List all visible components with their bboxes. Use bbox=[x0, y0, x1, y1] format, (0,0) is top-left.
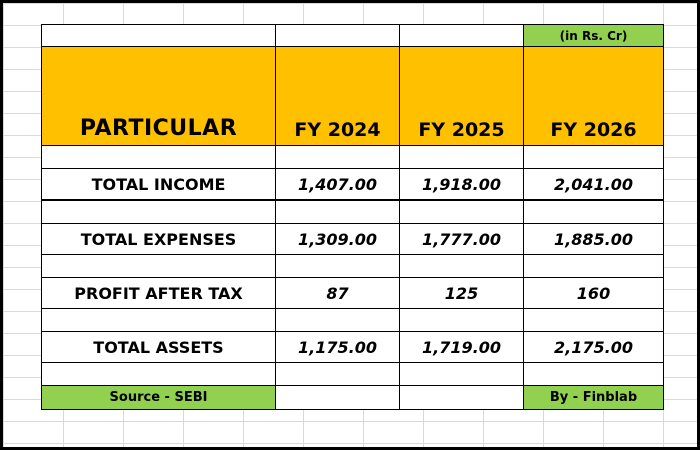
source-cell[interactable]: Source - SEBI bbox=[41, 385, 276, 410]
empty-cell[interactable] bbox=[275, 385, 400, 410]
empty-cell[interactable] bbox=[41, 362, 276, 386]
row-value[interactable]: 2,041.00 bbox=[523, 168, 664, 201]
financials-table: (in Rs. Cr) PARTICULAR FY 2024 FY 2025 F… bbox=[41, 24, 664, 410]
row-label[interactable]: TOTAL INCOME bbox=[41, 168, 276, 201]
row-value[interactable]: 125 bbox=[399, 277, 524, 309]
empty-cell[interactable] bbox=[41, 308, 276, 332]
empty-cell[interactable] bbox=[41, 254, 276, 278]
unit-note-cell[interactable]: (in Rs. Cr) bbox=[523, 24, 664, 47]
empty-cell[interactable] bbox=[399, 362, 524, 386]
header-particular[interactable]: PARTICULAR bbox=[41, 46, 276, 146]
row-value[interactable]: 1,309.00 bbox=[275, 223, 400, 255]
empty-cell[interactable] bbox=[41, 199, 276, 224]
empty-cell[interactable] bbox=[399, 254, 524, 278]
empty-cell[interactable] bbox=[399, 308, 524, 332]
empty-cell[interactable] bbox=[399, 199, 524, 224]
header-row: PARTICULAR FY 2024 FY 2025 FY 2026 bbox=[41, 46, 664, 146]
empty-cell[interactable] bbox=[41, 145, 276, 169]
empty-cell[interactable] bbox=[523, 308, 664, 332]
empty-cell[interactable] bbox=[275, 254, 400, 278]
header-fy-2025[interactable]: FY 2025 bbox=[399, 46, 524, 146]
empty-cell[interactable] bbox=[399, 24, 524, 47]
spacer-row bbox=[41, 308, 664, 332]
table-row: TOTAL EXPENSES 1,309.00 1,777.00 1,885.0… bbox=[41, 223, 664, 255]
empty-cell[interactable] bbox=[523, 254, 664, 278]
row-value[interactable]: 87 bbox=[275, 277, 400, 309]
empty-cell[interactable] bbox=[275, 199, 400, 224]
row-value[interactable]: 160 bbox=[523, 277, 664, 309]
row-value[interactable]: 2,175.00 bbox=[523, 331, 664, 363]
footer-row: Source - SEBI By - Finblab bbox=[41, 385, 664, 410]
empty-cell[interactable] bbox=[399, 145, 524, 169]
row-label[interactable]: TOTAL EXPENSES bbox=[41, 223, 276, 255]
unit-row: (in Rs. Cr) bbox=[41, 24, 664, 47]
spacer-row bbox=[41, 254, 664, 278]
empty-cell[interactable] bbox=[523, 199, 664, 224]
empty-cell[interactable] bbox=[523, 145, 664, 169]
row-label[interactable]: PROFIT AFTER TAX bbox=[41, 277, 276, 309]
row-label[interactable]: TOTAL ASSETS bbox=[41, 331, 276, 363]
empty-cell[interactable] bbox=[399, 385, 524, 410]
header-fy-2026[interactable]: FY 2026 bbox=[523, 46, 664, 146]
credit-cell[interactable]: By - Finblab bbox=[523, 385, 664, 410]
row-value[interactable]: 1,719.00 bbox=[399, 331, 524, 363]
header-fy-2024[interactable]: FY 2024 bbox=[275, 46, 400, 146]
empty-cell[interactable] bbox=[275, 308, 400, 332]
spacer-row bbox=[41, 362, 664, 386]
empty-cell[interactable] bbox=[275, 362, 400, 386]
spacer-row bbox=[41, 199, 664, 224]
row-value[interactable]: 1,918.00 bbox=[399, 168, 524, 201]
row-value[interactable]: 1,885.00 bbox=[523, 223, 664, 255]
empty-cell[interactable] bbox=[275, 145, 400, 169]
table-row: TOTAL ASSETS 1,175.00 1,719.00 2,175.00 bbox=[41, 331, 664, 363]
row-value[interactable]: 1,175.00 bbox=[275, 331, 400, 363]
empty-cell[interactable] bbox=[41, 24, 276, 47]
spacer-row bbox=[41, 145, 664, 169]
empty-cell[interactable] bbox=[275, 24, 400, 47]
empty-cell[interactable] bbox=[523, 362, 664, 386]
row-value[interactable]: 1,777.00 bbox=[399, 223, 524, 255]
table-row: PROFIT AFTER TAX 87 125 160 bbox=[41, 277, 664, 309]
row-value[interactable]: 1,407.00 bbox=[275, 168, 400, 201]
table-row: TOTAL INCOME 1,407.00 1,918.00 2,041.00 bbox=[41, 168, 664, 201]
